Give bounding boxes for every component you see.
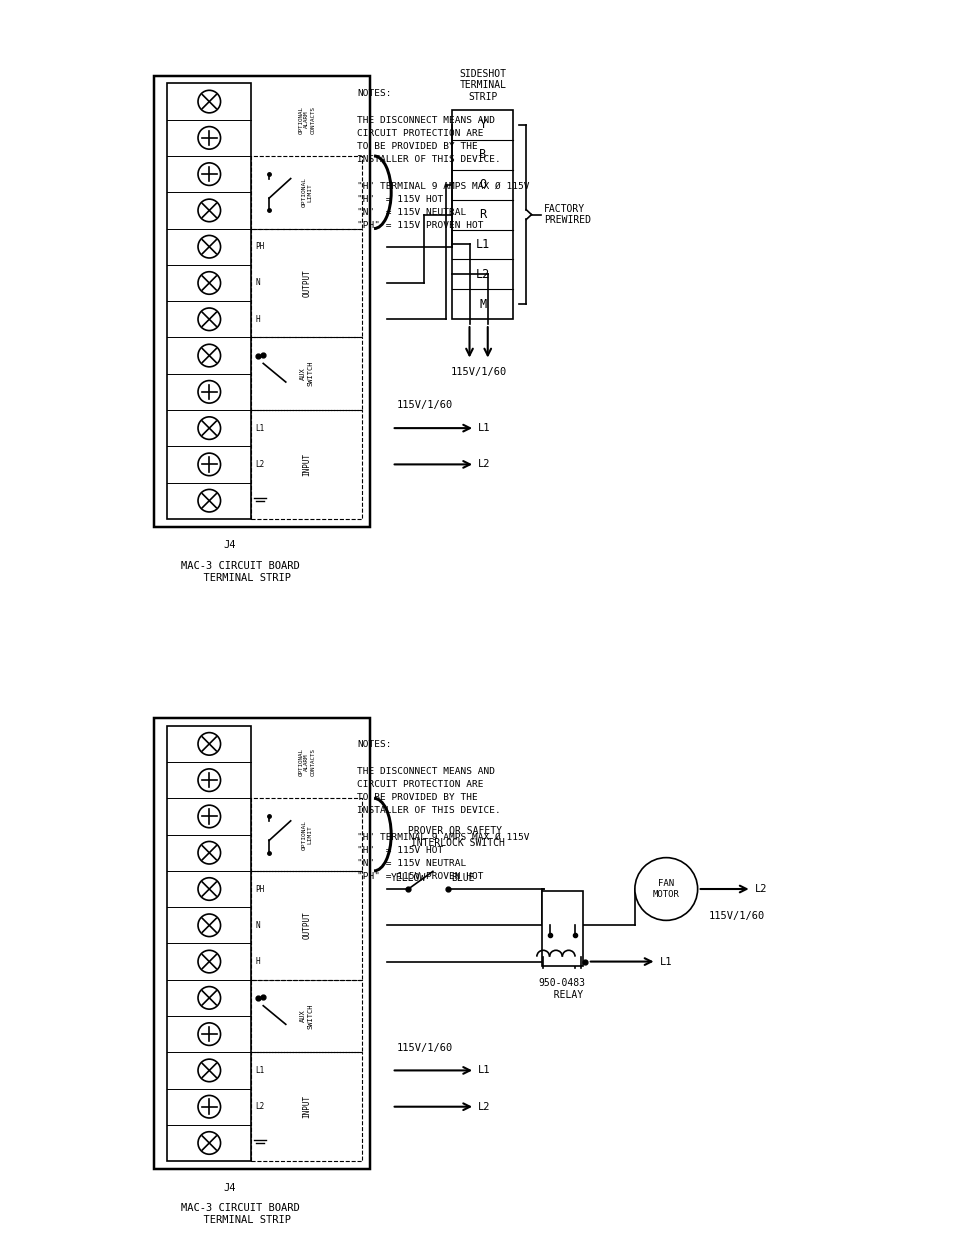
Circle shape (198, 417, 220, 440)
Circle shape (198, 126, 220, 149)
Text: L2: L2 (477, 1102, 490, 1112)
Bar (154, 75, 370, 526)
Circle shape (198, 805, 220, 827)
Circle shape (198, 1095, 220, 1118)
Circle shape (198, 345, 220, 367)
Text: J4: J4 (223, 541, 236, 551)
Text: B: B (478, 148, 486, 162)
Circle shape (198, 90, 220, 112)
Text: L1: L1 (255, 424, 264, 432)
Text: 115V/1/60: 115V/1/60 (708, 910, 764, 920)
Text: FAN
MOTOR: FAN MOTOR (652, 879, 679, 899)
Text: H: H (255, 957, 260, 966)
Text: N: N (255, 921, 260, 930)
Circle shape (198, 380, 220, 403)
Circle shape (198, 732, 220, 755)
Text: INPUT: INPUT (302, 453, 311, 475)
Text: SIDESHOT
TERMINAL
STRIP: SIDESHOT TERMINAL STRIP (459, 69, 506, 103)
Circle shape (198, 1060, 220, 1082)
Text: L2: L2 (754, 884, 766, 894)
Text: OUTPUT: OUTPUT (302, 911, 311, 939)
Bar (252, 337, 362, 410)
Text: OPTIONAL
LIMIT: OPTIONAL LIMIT (301, 178, 312, 207)
Text: L1: L1 (477, 1066, 490, 1076)
Circle shape (634, 857, 697, 920)
Text: L2: L2 (476, 268, 490, 280)
Text: J4: J4 (223, 1183, 236, 1193)
Text: 115V/1/60: 115V/1/60 (396, 400, 453, 410)
Bar (252, 798, 362, 871)
Circle shape (198, 236, 220, 258)
Circle shape (198, 914, 220, 936)
Text: AUX
SWITCH: AUX SWITCH (300, 1003, 313, 1029)
Text: AUX
SWITCH: AUX SWITCH (300, 361, 313, 387)
Text: PH: PH (255, 242, 264, 251)
Text: OUTPUT: OUTPUT (302, 269, 311, 296)
Text: NOTES:

THE DISCONNECT MEANS AND
CIRCUIT PROTECTION ARE
TO BE PROVIDED BY THE
IN: NOTES: THE DISCONNECT MEANS AND CIRCUIT … (357, 741, 529, 882)
Bar (154, 718, 370, 1170)
Text: MAC-3 CIRCUIT BOARD
  TERMINAL STRIP: MAC-3 CIRCUIT BOARD TERMINAL STRIP (181, 1203, 300, 1225)
Bar (167, 726, 252, 1161)
Circle shape (198, 841, 220, 864)
Text: Y: Y (478, 119, 486, 131)
Text: O: O (478, 178, 486, 191)
Circle shape (198, 163, 220, 185)
Circle shape (198, 453, 220, 475)
Text: INPUT: INPUT (302, 1095, 311, 1118)
Text: 115V/1/60: 115V/1/60 (450, 367, 506, 378)
Circle shape (198, 199, 220, 222)
Text: L2: L2 (255, 1102, 264, 1112)
Circle shape (198, 950, 220, 973)
Text: R: R (478, 207, 486, 221)
Text: MAC-3 CIRCUIT BOARD
  TERMINAL STRIP: MAC-3 CIRCUIT BOARD TERMINAL STRIP (181, 561, 300, 583)
Text: L2: L2 (255, 459, 264, 469)
Text: BLUE: BLUE (451, 873, 475, 883)
Text: OPTIONAL
ALARM
CONTACTS: OPTIONAL ALARM CONTACTS (298, 106, 314, 133)
Text: 950-0483
  RELAY: 950-0483 RELAY (538, 978, 585, 1000)
Circle shape (198, 1131, 220, 1155)
Text: N: N (255, 278, 260, 288)
Text: OPTIONAL
ALARM
CONTACTS: OPTIONAL ALARM CONTACTS (298, 748, 314, 776)
Text: M: M (478, 298, 486, 311)
Bar (167, 84, 252, 519)
Circle shape (198, 272, 220, 294)
Text: H: H (255, 315, 260, 324)
Text: L1: L1 (659, 957, 671, 967)
Circle shape (198, 987, 220, 1009)
Bar (252, 156, 362, 228)
Text: 115V/1/60: 115V/1/60 (396, 1042, 453, 1052)
Bar (452, 110, 513, 320)
Bar (252, 410, 362, 519)
Circle shape (198, 1023, 220, 1045)
Bar (252, 228, 362, 337)
Text: NOTES:

THE DISCONNECT MEANS AND
CIRCUIT PROTECTION ARE
TO BE PROVIDED BY THE
IN: NOTES: THE DISCONNECT MEANS AND CIRCUIT … (357, 89, 529, 230)
Circle shape (198, 308, 220, 331)
Text: L1: L1 (476, 238, 490, 251)
Text: PH: PH (255, 884, 264, 893)
Text: PROVER OR SAFETY
 INTERLOCK SWITCH: PROVER OR SAFETY INTERLOCK SWITCH (405, 826, 505, 847)
Bar (252, 1052, 362, 1161)
Bar (252, 979, 362, 1052)
Text: FACTORY
PREWIRED: FACTORY PREWIRED (544, 204, 591, 226)
Text: L2: L2 (477, 459, 490, 469)
Circle shape (198, 878, 220, 900)
Text: L1: L1 (477, 424, 490, 433)
Text: L1: L1 (255, 1066, 264, 1074)
Circle shape (198, 489, 220, 513)
Bar (252, 871, 362, 979)
Text: YELLOW: YELLOW (391, 873, 425, 883)
Circle shape (198, 769, 220, 792)
Text: OPTIONAL
LIMIT: OPTIONAL LIMIT (301, 820, 312, 850)
Bar (541, 890, 582, 967)
